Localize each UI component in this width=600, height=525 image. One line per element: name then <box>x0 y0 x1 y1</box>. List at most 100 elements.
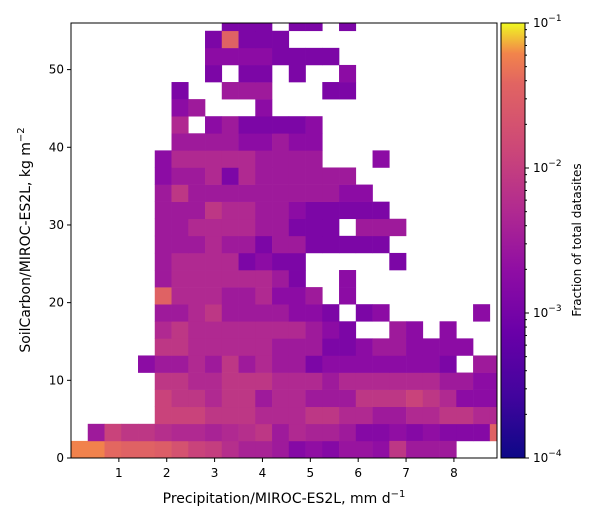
heatmap-cell <box>305 406 323 425</box>
heatmap-cell <box>272 133 290 151</box>
heatmap-cell <box>238 406 256 425</box>
heatmap-cell <box>288 184 306 202</box>
heatmap-cell <box>171 372 189 390</box>
heatmap-cell <box>456 423 474 442</box>
heatmap-cell <box>238 23 256 32</box>
heatmap-cell <box>355 184 373 202</box>
heatmap-cell <box>305 150 323 168</box>
heatmap-cell <box>171 184 189 202</box>
heatmap-cell <box>188 406 206 425</box>
heatmap-cell <box>272 116 290 134</box>
x-tick-label: 5 <box>307 466 315 480</box>
heatmap-cell <box>322 218 340 237</box>
heatmap-cell <box>154 218 172 237</box>
heatmap-cell <box>355 304 373 322</box>
heatmap-cell <box>238 116 256 134</box>
heatmap-cell <box>456 406 474 425</box>
heatmap-cell <box>171 440 189 458</box>
heatmap-cell <box>272 389 290 408</box>
heatmap-cell <box>339 167 357 185</box>
heatmap-cell <box>272 372 290 390</box>
heatmap-cell <box>188 423 206 442</box>
heatmap-cell <box>255 338 273 356</box>
heatmap-cell <box>255 64 273 83</box>
heatmap-cell <box>339 184 357 202</box>
heatmap-cell <box>238 423 256 442</box>
heatmap-cell <box>221 30 239 49</box>
heatmap-cell <box>372 389 390 408</box>
heatmap-cell <box>221 47 239 66</box>
heatmap-cell <box>574 390 591 407</box>
heatmap-cell <box>339 440 357 458</box>
heatmap-cell <box>389 218 407 237</box>
heatmap-cell <box>205 235 223 254</box>
heatmap-cell <box>489 406 497 425</box>
heatmap-cell <box>439 440 457 458</box>
heatmap-cell <box>171 252 189 271</box>
heatmap-cell <box>205 389 223 408</box>
heatmap-cell <box>171 82 189 100</box>
heatmap-cell <box>389 355 407 373</box>
heatmap-cell <box>305 321 323 339</box>
heatmap-cell <box>205 423 223 442</box>
heatmap-cell <box>288 270 306 288</box>
heatmap-cell <box>439 355 457 373</box>
heatmap-cell <box>339 338 357 356</box>
heatmap-cell <box>389 372 407 390</box>
heatmap-cell <box>322 389 340 408</box>
heatmap-cell <box>171 355 189 373</box>
heatmap-cell <box>272 150 290 168</box>
heatmap-cell <box>171 389 189 408</box>
heatmap-cell <box>188 252 206 271</box>
colorbar-ticks: 10−4 10−3 10−2 10−1 <box>525 14 562 465</box>
heatmap-cell <box>406 321 424 339</box>
heatmap-cell <box>272 30 290 49</box>
heatmap-cell <box>322 184 340 202</box>
heatmap-cell <box>339 201 357 220</box>
heatmap-cell <box>272 423 290 442</box>
heatmap-cell <box>121 440 139 458</box>
y-tick-label: 50 <box>49 63 64 77</box>
heatmap-cell <box>272 287 290 305</box>
heatmap-cell <box>188 270 206 288</box>
heatmap-cell <box>205 287 223 305</box>
x-axis: 1 2 3 4 5 6 7 8 <box>115 458 458 480</box>
heatmap-cell <box>171 235 189 254</box>
y-tick-label: 30 <box>49 218 64 232</box>
heatmap-cell <box>288 304 306 322</box>
heatmap-cell <box>188 440 206 458</box>
heatmap-cell <box>322 304 340 322</box>
y-axis: 0 10 20 30 40 50 <box>49 63 71 465</box>
heatmap-cell <box>171 304 189 322</box>
heatmap-cell <box>154 167 172 185</box>
heatmap-cell <box>322 321 340 339</box>
heatmap-cell <box>590 390 600 407</box>
heatmap-cell <box>557 355 574 372</box>
heatmap-cell <box>272 304 290 322</box>
heatmap-cell <box>221 23 239 32</box>
heatmap-cell <box>322 47 340 66</box>
heatmap-cell <box>154 201 172 220</box>
heatmap-cell <box>255 99 273 117</box>
heatmap-cell <box>205 167 223 185</box>
heatmap-cell <box>205 304 223 322</box>
heatmap-cell <box>221 201 239 220</box>
heatmap-cell <box>205 372 223 390</box>
heatmap-cell <box>154 389 172 408</box>
heatmap-cell <box>523 407 540 424</box>
heatmap-cell <box>188 389 206 408</box>
heatmap-cell <box>389 252 407 271</box>
heatmap-cell <box>372 338 390 356</box>
heatmap-cell <box>238 64 256 83</box>
heatmap-cell <box>238 304 256 322</box>
heatmap-cell <box>473 304 491 322</box>
heatmap-cell <box>339 389 357 408</box>
heatmap-cell <box>272 184 290 202</box>
heatmap-cell <box>188 218 206 237</box>
heatmap-cell <box>238 440 256 458</box>
heatmap-cell <box>238 82 256 100</box>
heatmap-cell <box>221 440 239 458</box>
heatmap-cell <box>305 287 323 305</box>
heatmap-cell <box>205 133 223 151</box>
heatmap-cell <box>355 355 373 373</box>
